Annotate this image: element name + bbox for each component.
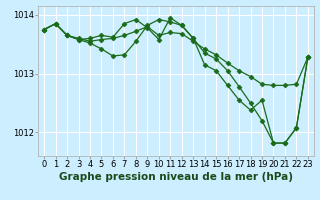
X-axis label: Graphe pression niveau de la mer (hPa): Graphe pression niveau de la mer (hPa) <box>59 172 293 182</box>
